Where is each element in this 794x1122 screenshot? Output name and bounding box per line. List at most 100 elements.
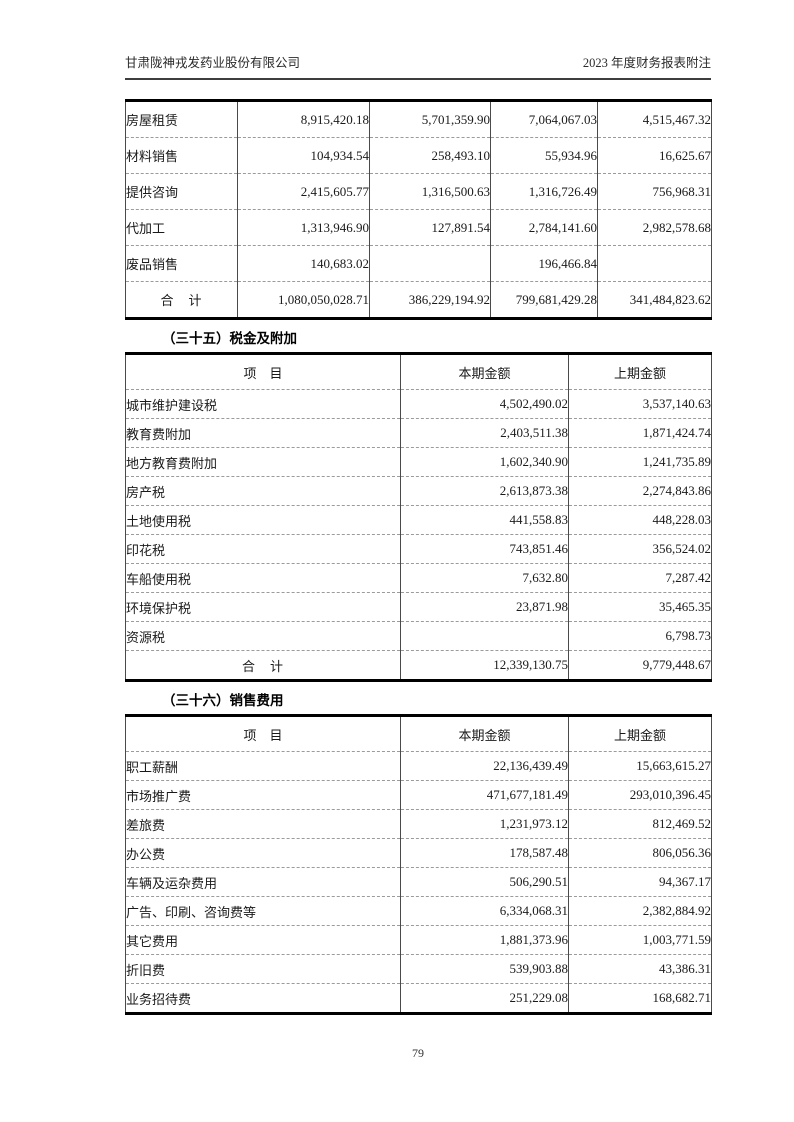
section-heading-taxes: （三十五）税金及附加 [162,331,297,346]
row-label: 城市维护建设税 [125,389,401,419]
row-value: 799,681,429.28 [490,281,598,319]
total-row: 合 计 1,080,050,028.71 386,229,194.92 799,681… [125,281,712,319]
row-value: 8,915,420.18 [237,100,370,138]
row-value: 1,231,973.12 [400,809,569,839]
row-label: 房屋租赁 [125,100,238,138]
row-label: 材料销售 [125,137,238,174]
row-label: 教育费附加 [125,418,401,448]
section-heading-selling-expenses: （三十六）销售费用 [162,693,284,708]
column-header: 本期金额 [400,353,569,390]
table-row: 车辆及运杂费用 506,290.51 94,367.17 [125,867,712,897]
row-value: 43,386.31 [568,954,712,984]
table-row: 折旧费 539,903.88 43,386.31 [125,954,712,984]
row-value: 23,871.98 [400,592,569,622]
row-value: 539,903.88 [400,954,569,984]
page-header: 甘肃陇神戎发药业股份有限公司 2023 年度财务报表附注 [125,52,711,80]
row-label: 办公费 [125,838,401,868]
row-value: 35,465.35 [568,592,712,622]
column-header: 本期金额 [400,715,569,752]
row-value: 2,403,511.38 [400,418,569,448]
table-row: 废品销售 140,683.02 196,466.84 [125,245,712,282]
row-value: 127,891.54 [369,209,491,246]
table-header-row: 项 目本期金额 上期金额 [125,715,712,752]
row-value: 3,537,140.63 [568,389,712,419]
row-label: 提供咨询 [125,173,238,210]
taxes-and-surcharges-table: 项 目本期金额 上期金额 城市维护建设税 4,502,490.02 3,537,140… [125,352,712,682]
row-value: 7,632.80 [400,563,569,593]
table-row: 车船使用税 7,632.80 7,287.42 [125,563,712,593]
row-value [369,245,491,282]
table-row: 办公费 178,587.48 806,056.36 [125,838,712,868]
row-label: 废品销售 [125,245,238,282]
row-label: 差旅费 [125,809,401,839]
row-label: 车船使用税 [125,563,401,593]
row-value: 6,798.73 [568,621,712,651]
row-value: 5,701,359.90 [369,100,491,138]
column-header: 上期金额 [568,715,712,752]
row-value: 806,056.36 [568,838,712,868]
row-value: 471,677,181.49 [400,780,569,810]
table-row: 教育费附加 2,403,511.38 1,871,424.74 [125,418,712,448]
row-value: 756,968.31 [597,173,712,210]
row-value: 356,524.02 [568,534,712,564]
row-value: 386,229,194.92 [369,281,491,319]
table-row: 广告、印刷、咨询费等 6,334,068.31 2,382,884.92 [125,896,712,926]
row-label: 业务招待费 [125,983,401,1014]
page-footer: 79 [125,1046,711,1061]
row-label: 代加工 [125,209,238,246]
table-row: 业务招待费 251,229.08 168,682.71 [125,983,712,1014]
row-value: 15,663,615.27 [568,751,712,781]
row-value: 2,382,884.92 [568,896,712,926]
row-value: 448,228.03 [568,505,712,535]
row-value: 293,010,396.45 [568,780,712,810]
row-value: 196,466.84 [490,245,598,282]
page-number: 79 [412,1046,424,1060]
row-value: 251,229.08 [400,983,569,1014]
table-row: 土地使用税 441,558.83 448,228.03 [125,505,712,535]
row-value: 140,683.02 [237,245,370,282]
row-label: 土地使用税 [125,505,401,535]
row-label: 其它费用 [125,925,401,955]
row-value [400,621,569,651]
table-row: 地方教育费附加 1,602,340.90 1,241,735.89 [125,447,712,477]
row-value: 743,851.46 [400,534,569,564]
row-label: 市场推广费 [125,780,401,810]
row-value: 1,080,050,028.71 [237,281,370,319]
total-row: 合 计 12,339,130.75 9,779,448.67 [125,650,712,681]
row-value: 55,934.96 [490,137,598,174]
row-value [597,245,712,282]
row-value: 4,515,467.32 [597,100,712,138]
row-label: 合 计 [125,281,238,319]
row-value: 1,871,424.74 [568,418,712,448]
row-value: 1,003,771.59 [568,925,712,955]
row-value: 168,682.71 [568,983,712,1014]
table-row: 职工薪酬 22,136,439.49 15,663,615.27 [125,751,712,781]
row-value: 6,334,068.31 [400,896,569,926]
doc-title: 2023 年度财务报表附注 [582,56,711,70]
row-value: 7,287.42 [568,563,712,593]
row-value: 441,558.83 [400,505,569,535]
selling-expenses-table: 项 目本期金额 上期金额 职工薪酬 22,136,439.49 15,663,615.… [125,714,712,1015]
table-row: 市场推广费 471,677,181.49 293,010,396.45 [125,780,712,810]
revenue-continuation-table: 房屋租赁 8,915,420.18 5,701,359.90 7,064,067.03… [125,99,712,320]
row-value: 258,493.10 [369,137,491,174]
row-value: 7,064,067.03 [490,100,598,138]
row-value: 2,415,605.77 [237,173,370,210]
row-value: 506,290.51 [400,867,569,897]
row-value: 1,602,340.90 [400,447,569,477]
row-value: 16,625.67 [597,137,712,174]
table-row: 提供咨询 2,415,605.77 1,316,500.63 1,316,726.49… [125,173,712,210]
row-value: 2,274,843.86 [568,476,712,506]
table-row: 代加工 1,313,946.90 127,891.54 2,784,141.60 2,9… [125,209,712,246]
table-header-row: 项 目本期金额 上期金额 [125,353,712,390]
row-label: 地方教育费附加 [125,447,401,477]
row-label: 广告、印刷、咨询费等 [125,896,401,926]
row-value: 812,469.52 [568,809,712,839]
table-row: 房屋租赁 8,915,420.18 5,701,359.90 7,064,067.03… [125,100,712,138]
row-value: 1,313,946.90 [237,209,370,246]
row-value: 1,241,735.89 [568,447,712,477]
row-label: 印花税 [125,534,401,564]
row-value: 12,339,130.75 [400,650,569,681]
company-name: 甘肃陇神戎发药业股份有限公司 [125,56,301,70]
row-label: 折旧费 [125,954,401,984]
